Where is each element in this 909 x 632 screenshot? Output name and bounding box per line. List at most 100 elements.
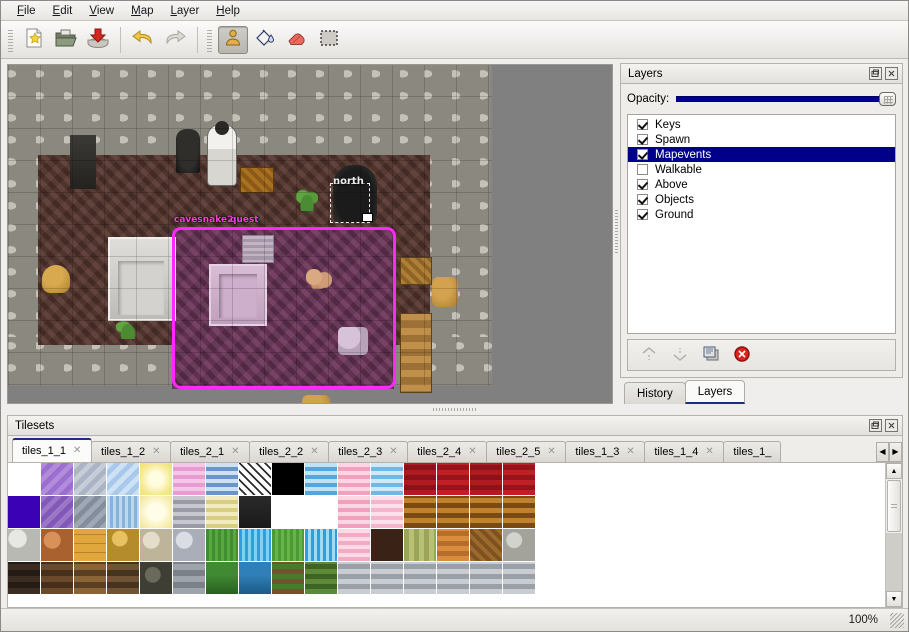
scroll-down-button[interactable]: ▼: [886, 591, 902, 607]
tileset-tile[interactable]: [74, 529, 107, 562]
tileset-tile[interactable]: [107, 529, 140, 562]
opacity-slider[interactable]: [676, 91, 896, 107]
tileset-tile[interactable]: [206, 496, 239, 529]
tileset-tile[interactable]: [503, 562, 536, 595]
tileset-tile[interactable]: [305, 529, 338, 562]
save-map-button[interactable]: [83, 26, 113, 54]
tileset-tile[interactable]: [338, 562, 371, 595]
close-icon[interactable]: [885, 419, 898, 432]
tileset-tile[interactable]: [8, 529, 41, 562]
tileset-tile[interactable]: [404, 496, 437, 529]
eraser-tool-button[interactable]: [282, 26, 312, 54]
tileset-tile[interactable]: [140, 562, 173, 595]
tileset-tile[interactable]: [404, 529, 437, 562]
tileset-tile[interactable]: [74, 463, 107, 496]
tileset-tile[interactable]: [8, 496, 41, 529]
menu-file[interactable]: File: [17, 4, 36, 17]
opacity-slider-thumb[interactable]: [879, 92, 896, 106]
tileset-tile[interactable]: [41, 496, 74, 529]
tileset-tile[interactable]: [74, 562, 107, 595]
tileset-tile[interactable]: [107, 463, 140, 496]
tileset-tile[interactable]: [206, 562, 239, 595]
tileset-tile[interactable]: [437, 463, 470, 496]
tileset-tile[interactable]: [305, 463, 338, 496]
menu-help[interactable]: Help: [216, 4, 240, 17]
tileset-tile[interactable]: [272, 463, 305, 496]
tab-layers[interactable]: Layers: [684, 380, 746, 404]
undo-button[interactable]: [128, 26, 158, 54]
layer-visibility-checkbox[interactable]: [637, 179, 648, 190]
tab-close-icon[interactable]: ✕: [152, 445, 161, 457]
toolbar-grip-1[interactable]: [7, 27, 15, 52]
tab-close-icon[interactable]: ✕: [547, 445, 556, 457]
horizontal-splitter[interactable]: [1, 404, 908, 415]
tileset-tile[interactable]: [305, 562, 338, 595]
tileset-tile[interactable]: [206, 463, 239, 496]
tileset-tile[interactable]: [305, 496, 338, 529]
tileset-tile[interactable]: [272, 529, 305, 562]
new-map-button[interactable]: [19, 26, 49, 54]
tileset-tile[interactable]: [272, 496, 305, 529]
tab-close-icon[interactable]: ✕: [310, 445, 319, 457]
horizontal-splitter-handle[interactable]: [432, 408, 477, 411]
tileset-tile[interactable]: [8, 562, 41, 595]
tileset-tile[interactable]: [404, 463, 437, 496]
tileset-tile[interactable]: [437, 529, 470, 562]
tileset-tile[interactable]: [140, 496, 173, 529]
tab-close-icon[interactable]: ✕: [626, 445, 635, 457]
tileset-tile[interactable]: [239, 496, 272, 529]
layer-item-objects[interactable]: Objects: [628, 192, 895, 207]
float-icon[interactable]: [869, 67, 882, 80]
menu-layer[interactable]: Layer: [170, 4, 200, 17]
layer-visibility-checkbox[interactable]: [637, 149, 648, 160]
tileset-tab-tiles_1_1[interactable]: tiles_1_1 ✕: [12, 438, 93, 462]
layer-visibility-checkbox[interactable]: [637, 134, 648, 145]
tileset-tab-tiles_2_3[interactable]: tiles_2_3 ✕: [328, 441, 409, 462]
resize-grip[interactable]: [890, 612, 904, 628]
layer-item-above[interactable]: Above: [628, 177, 895, 192]
tileset-tile[interactable]: [239, 562, 272, 595]
layer-item-ground[interactable]: Ground: [628, 207, 895, 222]
tileset-tab-tiles_2_4[interactable]: tiles_2_4 ✕: [407, 441, 488, 462]
tileset-tile[interactable]: [41, 529, 74, 562]
tileset-tile[interactable]: [173, 562, 206, 595]
opacity-slider-track[interactable]: [676, 96, 880, 102]
stamp-tool-button[interactable]: [218, 25, 248, 54]
tileset-tile[interactable]: [8, 463, 41, 496]
tileset-tile[interactable]: [503, 496, 536, 529]
tileset-tile[interactable]: [338, 463, 371, 496]
move-layer-up-button[interactable]: [636, 343, 662, 367]
scrollbar-thumb[interactable]: [887, 480, 901, 532]
tileset-tile[interactable]: [107, 562, 140, 595]
layer-item-mapevents[interactable]: Mapevents: [628, 147, 895, 162]
tileset-tab-tiles_2_1[interactable]: tiles_2_1 ✕: [170, 441, 251, 462]
move-layer-down-button[interactable]: [667, 343, 693, 367]
open-map-button[interactable]: [51, 26, 81, 54]
tileset-tile[interactable]: [173, 496, 206, 529]
scrollbar-track[interactable]: [886, 533, 902, 591]
tileset-tile[interactable]: [140, 463, 173, 496]
tileset-tile[interactable]: [437, 562, 470, 595]
select-tool-button[interactable]: [314, 26, 344, 54]
tileset-tile[interactable]: [173, 463, 206, 496]
tileset-tile[interactable]: [173, 529, 206, 562]
tileset-tile[interactable]: [503, 529, 536, 562]
tab-close-icon[interactable]: ✕: [389, 445, 398, 457]
tileset-tile[interactable]: [239, 463, 272, 496]
tileset-tile-grid[interactable]: [8, 463, 885, 607]
duplicate-layer-button[interactable]: [698, 343, 724, 367]
menu-view[interactable]: View: [89, 4, 115, 17]
delete-layer-button[interactable]: [729, 343, 755, 367]
tileset-tile[interactable]: [404, 562, 437, 595]
tab-history[interactable]: History: [624, 382, 686, 404]
layer-visibility-checkbox[interactable]: [637, 209, 648, 220]
layer-visibility-checkbox[interactable]: [637, 164, 648, 175]
redo-button[interactable]: [160, 26, 190, 54]
vertical-splitter-handle[interactable]: [615, 209, 618, 254]
tileset-tile[interactable]: [437, 496, 470, 529]
tileset-tab-tiles_1_3[interactable]: tiles_1_3 ✕: [565, 441, 646, 462]
tileset-tile[interactable]: [272, 562, 305, 595]
tileset-tile[interactable]: [503, 463, 536, 496]
map-canvas[interactable]: cavesnake2 quest north: [8, 65, 492, 403]
tileset-tab-tiles_1_2[interactable]: tiles_1_2 ✕: [91, 441, 172, 462]
